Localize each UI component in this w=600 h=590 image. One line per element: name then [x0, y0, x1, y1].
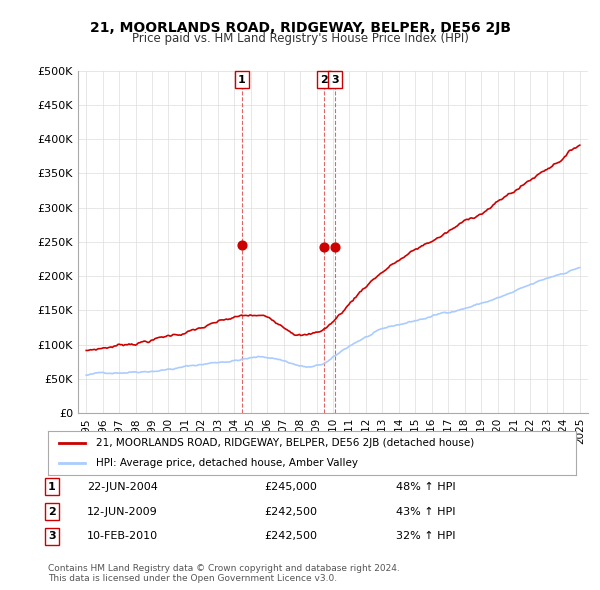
Text: Contains HM Land Registry data © Crown copyright and database right 2024.
This d: Contains HM Land Registry data © Crown c… [48, 563, 400, 583]
Text: 12-JUN-2009: 12-JUN-2009 [87, 507, 158, 516]
Text: Price paid vs. HM Land Registry's House Price Index (HPI): Price paid vs. HM Land Registry's House … [131, 32, 469, 45]
Text: 48% ↑ HPI: 48% ↑ HPI [396, 482, 455, 491]
Text: 21, MOORLANDS ROAD, RIDGEWAY, BELPER, DE56 2JB: 21, MOORLANDS ROAD, RIDGEWAY, BELPER, DE… [89, 21, 511, 35]
Text: 22-JUN-2004: 22-JUN-2004 [87, 482, 158, 491]
Text: £242,500: £242,500 [264, 507, 317, 516]
Text: 3: 3 [331, 75, 338, 85]
Text: 2: 2 [48, 507, 56, 516]
Text: 2: 2 [320, 75, 328, 85]
Text: 32% ↑ HPI: 32% ↑ HPI [396, 532, 455, 541]
Point [330, 242, 340, 252]
Text: 10-FEB-2010: 10-FEB-2010 [87, 532, 158, 541]
Text: 1: 1 [48, 482, 56, 491]
Point [319, 242, 329, 252]
Text: 3: 3 [48, 532, 56, 541]
Text: £245,000: £245,000 [264, 482, 317, 491]
Text: 21, MOORLANDS ROAD, RIDGEWAY, BELPER, DE56 2JB (detached house): 21, MOORLANDS ROAD, RIDGEWAY, BELPER, DE… [95, 438, 474, 448]
Text: HPI: Average price, detached house, Amber Valley: HPI: Average price, detached house, Ambe… [95, 458, 358, 467]
Text: £242,500: £242,500 [264, 532, 317, 541]
Text: 43% ↑ HPI: 43% ↑ HPI [396, 507, 455, 516]
Point [237, 241, 247, 250]
Text: 1: 1 [238, 75, 246, 85]
